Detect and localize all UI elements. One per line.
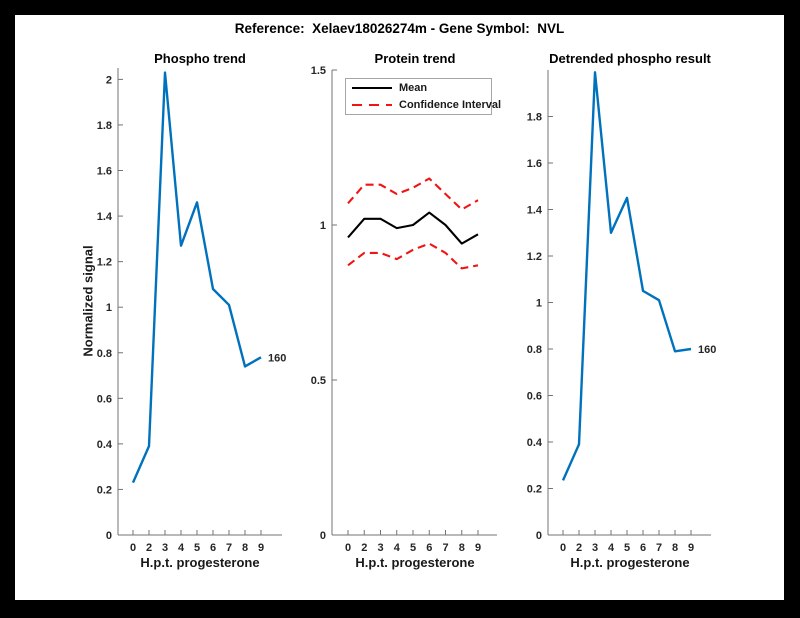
y-tick-label: 1.8	[97, 120, 112, 132]
x-tick-label: 4	[178, 542, 185, 554]
y-tick-label: 1.5	[311, 65, 326, 77]
legend-box: Mean Confidence Interval	[345, 78, 501, 115]
end-point-label: 160	[698, 344, 716, 356]
x-tick-label: 6	[426, 542, 432, 554]
x-tick-label: 4	[394, 542, 401, 554]
y-tick-label: 1.2	[97, 257, 112, 269]
x-tick-label: 4	[608, 542, 615, 554]
x-tick-label: 9	[258, 542, 264, 554]
y-tick-label: 0.2	[527, 484, 542, 496]
subplot1-title: Phospho trend	[154, 51, 246, 66]
x-tick-label: 7	[226, 542, 232, 554]
y-tick-label: 0.8	[97, 348, 112, 360]
y-tick-label: 0	[320, 530, 326, 542]
y-tick-label: 1.4	[527, 205, 543, 217]
subplot2-title: Protein trend	[374, 51, 456, 66]
x-tick-label: 0	[130, 542, 136, 554]
x-tick-label: 0	[345, 542, 351, 554]
x-tick-label: 2	[576, 542, 582, 554]
x-tick-label: 2	[361, 542, 367, 554]
y-tick-label: 1	[106, 302, 112, 314]
y-tick-label: 1.4	[97, 211, 113, 223]
x-tick-label: 3	[162, 542, 168, 554]
y-tick-label: 1	[536, 298, 542, 310]
series-line-mean	[347, 211, 479, 245]
y-tick-label: 0.4	[527, 437, 543, 449]
x-tick-label: 7	[656, 542, 662, 554]
y-tick-label: 1.6	[527, 158, 542, 170]
end-point-label: 160	[268, 352, 286, 364]
y-tick-label: 0.2	[97, 484, 112, 496]
x-tick-label: 5	[624, 542, 630, 554]
x-tick-label: 2	[146, 542, 152, 554]
x-tick-label: 0	[560, 542, 566, 554]
plots-canvas: 00.20.40.60.811.21.41.61.820 2 3 4 5 6 7 8 91600…	[97, 65, 717, 554]
y-tick-label: 0.6	[97, 393, 112, 405]
legend-row-confidence-interval: Confidence Interval	[352, 98, 501, 113]
x-tick-label: 6	[210, 542, 216, 554]
matlab-figure-window: Reference: Xelaev18026274m - Gene Symbol…	[15, 15, 784, 600]
y-tick-label: 0	[106, 530, 112, 542]
x-tick-label: 8	[672, 542, 678, 554]
y-tick-label: 0.6	[527, 391, 542, 403]
series-line-phospho-signal	[131, 71, 262, 484]
x-tick-label: 9	[475, 542, 481, 554]
series-line-confidence-interval-lower	[347, 242, 479, 270]
y-tick-label: 1.2	[527, 251, 542, 263]
x-tick-label: 3	[377, 542, 383, 554]
y-tick-label: 0.8	[527, 344, 542, 356]
legend-label-confidence-interval: Confidence Interval	[399, 98, 502, 111]
x-tick-label: 5	[194, 542, 200, 554]
x-tick-label: 6	[640, 542, 646, 554]
subplot3-title: Detrended phospho result	[549, 51, 711, 66]
x-tick-label: 9	[688, 542, 694, 554]
subplot1-ylabel: Normalized signal	[80, 245, 96, 357]
subplot1-xlabel: H.p.t. progesterone	[140, 555, 260, 570]
x-tick-label: 3	[592, 542, 598, 554]
subplot-2: 00.511.50 2 3 4 5 6 7 8 9	[311, 65, 497, 554]
legend-label-mean: Mean	[399, 82, 428, 95]
x-tick-label: 7	[442, 542, 448, 554]
confidence-interval-line-sample	[352, 103, 392, 106]
subplot2-xlabel: H.p.t. progesterone	[355, 555, 475, 570]
legend-row-mean: Mean	[352, 81, 485, 96]
y-tick-label: 0.5	[311, 375, 326, 387]
y-tick-label: 0.4	[97, 439, 113, 451]
figure-title: Reference: Xelaev18026274m - Gene Symbol…	[234, 21, 565, 36]
x-tick-label: 5	[410, 542, 416, 554]
series-line-detrended-phospho-signal	[561, 71, 692, 481]
y-tick-label: 1.8	[527, 112, 542, 124]
y-tick-label: 2	[106, 74, 112, 86]
y-tick-label: 1	[320, 220, 326, 232]
y-tick-label: 0	[536, 530, 542, 542]
x-tick-label: 8	[242, 542, 248, 554]
y-tick-label: 1.6	[97, 166, 112, 178]
subplot3-xlabel: H.p.t. progesterone	[570, 555, 690, 570]
x-tick-label: 8	[459, 542, 465, 554]
series-line-confidence-interval-upper	[347, 177, 479, 211]
mean-line-sample	[352, 87, 392, 90]
